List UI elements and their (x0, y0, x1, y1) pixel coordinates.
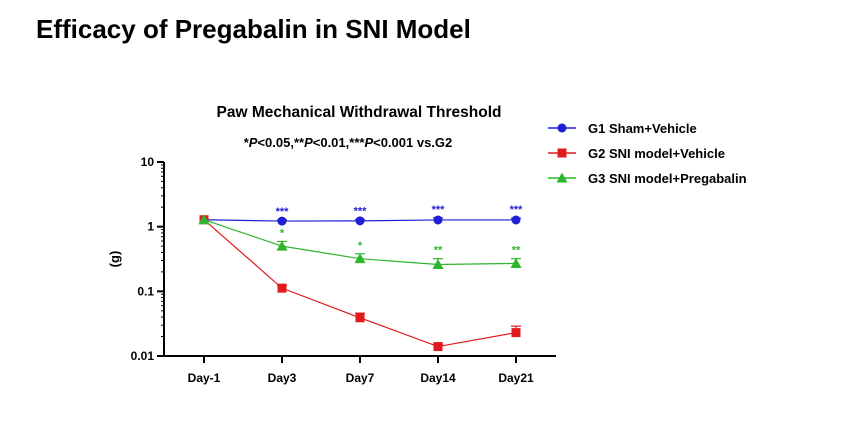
legend-label: G1 Sham+Vehicle (588, 121, 697, 136)
legend-label: G2 SNI model+Vehicle (588, 146, 725, 161)
series-line (203, 219, 517, 348)
y-tick-label: 0.1 (137, 284, 154, 298)
significance-label: * (358, 240, 363, 252)
significance-label: ** (512, 245, 521, 257)
significance-label: ** (434, 245, 443, 257)
data-point (354, 253, 366, 264)
x-tick-label: Day7 (346, 371, 375, 385)
legend-label: G3 SNI model+Pregabalin (588, 171, 747, 186)
data-point (510, 257, 522, 268)
data-point (432, 258, 444, 269)
legend-marker (557, 123, 567, 133)
y-axis-label: (g) (107, 251, 122, 268)
significance-label: *** (276, 206, 290, 218)
x-tick-label: Day21 (498, 371, 534, 385)
y-tick-label: 0.01 (131, 349, 155, 363)
page-title: Efficacy of Pregabalin in SNI Model (36, 14, 471, 44)
chart-subtitle: *P<0.05,**P<0.01,***P<0.001 vs.G2 (244, 135, 453, 150)
x-tick-label: Day-1 (188, 371, 221, 385)
legend-marker (556, 172, 568, 183)
data-point (277, 216, 287, 226)
data-point (433, 342, 443, 352)
data-point (198, 214, 210, 225)
data-point (511, 215, 521, 225)
y-tick-label: 1 (147, 220, 154, 234)
x-tick-label: Day14 (420, 371, 456, 385)
data-point (433, 215, 443, 225)
significance-label: *** (432, 204, 446, 216)
data-point (277, 283, 287, 293)
significance-label: * (280, 227, 285, 239)
data-point (511, 328, 521, 338)
x-tick-label: Day3 (268, 371, 297, 385)
legend-marker (557, 148, 567, 158)
chart-title: Paw Mechanical Withdrawal Threshold (217, 104, 502, 121)
significance-label: *** (510, 204, 524, 216)
data-point (355, 216, 365, 226)
y-tick-label: 10 (141, 155, 155, 169)
data-point (355, 313, 365, 323)
significance-label: *** (354, 206, 368, 218)
data-point (276, 240, 288, 251)
